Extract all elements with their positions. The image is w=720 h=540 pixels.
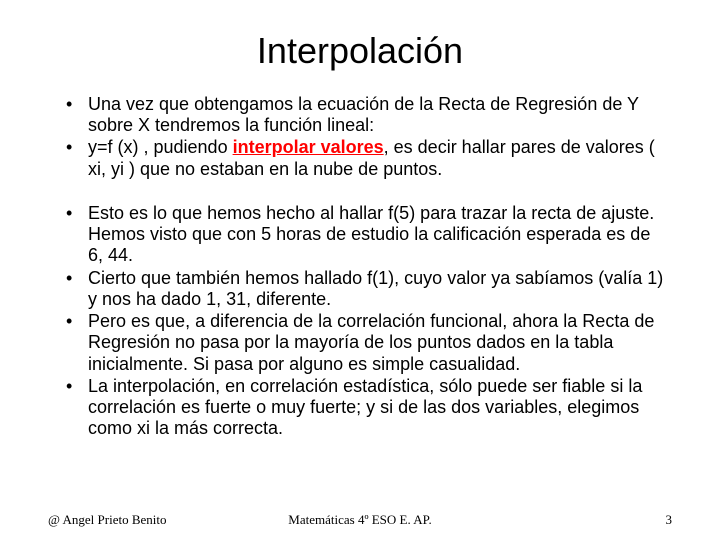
bullet-item: Esto es lo que hemos hecho al hallar f(5… [60, 203, 670, 267]
bullet-item: Una vez que obtengamos la ecuación de la… [60, 94, 670, 136]
bullet-text: La interpolación, en correlación estadís… [88, 376, 642, 438]
bullet-text: Pero es que, a diferencia de la correlac… [88, 311, 654, 373]
footer-author: @ Angel Prieto Benito [48, 512, 167, 528]
bullet-text: Cierto que también hemos hallado f(1), c… [88, 268, 663, 309]
spacer [50, 181, 670, 203]
bullet-text-highlight: interpolar valores [233, 137, 384, 157]
bullet-text: Esto es lo que hemos hecho al hallar f(5… [88, 203, 654, 265]
footer: @ Angel Prieto Benito Matemáticas 4º ESO… [48, 512, 672, 528]
footer-page-number: 3 [666, 512, 673, 528]
bullet-item: La interpolación, en correlación estadís… [60, 376, 670, 440]
bullet-text-pre: Una vez que obtengamos la ecuación de la… [88, 94, 639, 135]
bullet-list-1: Una vez que obtengamos la ecuación de la… [50, 94, 670, 180]
footer-subject: Matemáticas 4º ESO E. AP. [288, 512, 431, 528]
bullet-item: Pero es que, a diferencia de la correlac… [60, 311, 670, 375]
bullet-item: Cierto que también hemos hallado f(1), c… [60, 268, 670, 310]
slide: Interpolación Una vez que obtengamos la … [0, 0, 720, 540]
slide-title: Interpolación [50, 30, 670, 72]
bullet-list-2: Esto es lo que hemos hecho al hallar f(5… [50, 203, 670, 440]
bullet-item: y=f (x) , pudiendo interpolar valores, e… [60, 137, 670, 179]
bullet-text-pre: y=f (x) , pudiendo [88, 137, 233, 157]
